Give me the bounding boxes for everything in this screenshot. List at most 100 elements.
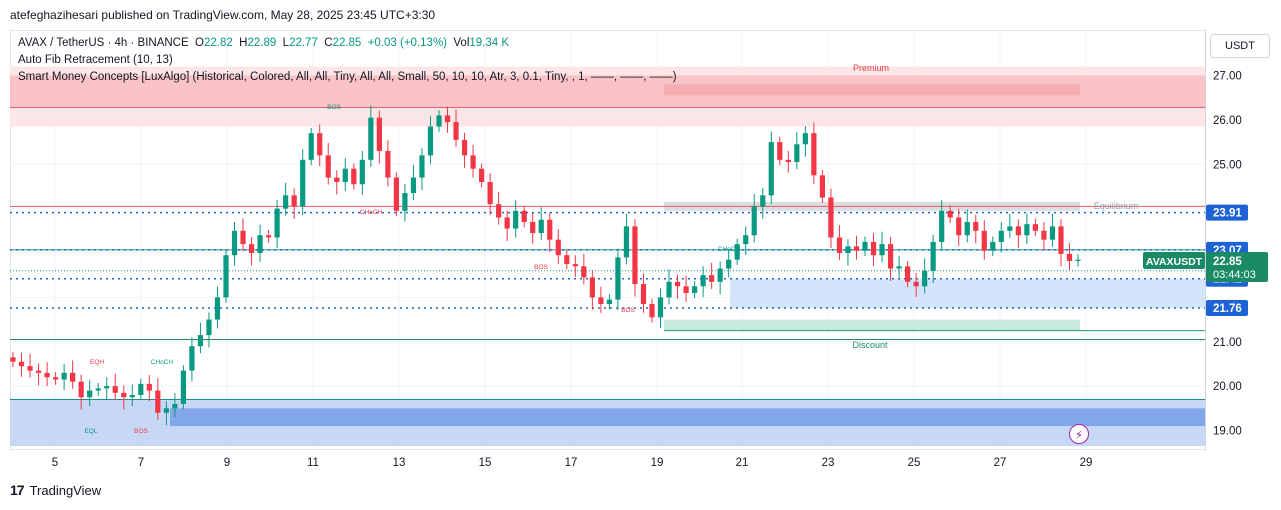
candle-body bbox=[922, 270, 928, 287]
candle-body bbox=[581, 266, 587, 278]
candle-body bbox=[947, 210, 953, 218]
candle-body bbox=[589, 277, 595, 298]
time-tick: 7 bbox=[138, 457, 144, 469]
candle-body bbox=[453, 122, 459, 140]
candle-body bbox=[351, 168, 357, 185]
candle-body bbox=[1032, 224, 1038, 231]
chart-legend: AVAX / TetherUS · 4h · BINANCE O22.82 H2… bbox=[18, 35, 677, 86]
brand-name: TradingView bbox=[29, 482, 102, 498]
tradingview-logo[interactable]: 17 TradingView bbox=[10, 482, 101, 498]
indicator-smc[interactable]: Smart Money Concepts [LuxAlgo] (Historic… bbox=[18, 71, 677, 83]
candle-body bbox=[61, 372, 67, 380]
candle-body bbox=[206, 319, 212, 336]
candle-body bbox=[743, 235, 749, 245]
candle-body bbox=[683, 286, 689, 293]
structure-label: BOS bbox=[534, 264, 548, 271]
candle-body bbox=[811, 133, 817, 176]
symbol-tag-text: AVAXUSDT bbox=[1146, 256, 1203, 268]
ob-mid-zone bbox=[730, 278, 1205, 309]
candle-body bbox=[121, 392, 127, 398]
price-tick: 27.00 bbox=[1213, 71, 1242, 83]
candle-body bbox=[572, 264, 578, 267]
time-tick: 13 bbox=[393, 457, 406, 469]
candle-body bbox=[709, 275, 715, 282]
open-label: O bbox=[195, 37, 204, 49]
candle-body bbox=[1066, 253, 1073, 261]
candle-body bbox=[112, 386, 118, 393]
structure-label: BOS bbox=[134, 428, 148, 435]
candle-body bbox=[53, 377, 59, 380]
structure-label: EQH bbox=[90, 359, 104, 366]
price-tick: 25.00 bbox=[1213, 159, 1242, 171]
candle-body bbox=[717, 268, 723, 282]
candle-body bbox=[274, 208, 280, 238]
candle-body bbox=[674, 281, 681, 287]
candle-body bbox=[1058, 226, 1064, 254]
time-tick: 15 bbox=[479, 457, 492, 469]
candle-body bbox=[87, 390, 93, 398]
candle-body bbox=[692, 286, 698, 293]
candle-body bbox=[862, 241, 868, 251]
candle-body bbox=[981, 230, 987, 251]
publisher-line: atefeghazihesari published on TradingVie… bbox=[10, 8, 436, 22]
candle-body bbox=[180, 370, 186, 404]
structure-label: CHoCH bbox=[718, 246, 741, 253]
ohlc-row: AVAX / TetherUS · 4h · BINANCE O22.82 H2… bbox=[18, 35, 677, 52]
candle-body bbox=[598, 297, 604, 305]
candle-body bbox=[129, 395, 135, 398]
price-axis[interactable] bbox=[1205, 30, 1281, 450]
volume-value: 19.34 K bbox=[469, 37, 510, 49]
chart-frame[interactable] bbox=[10, 30, 1205, 450]
low-label: L bbox=[282, 37, 290, 49]
currency-button[interactable]: USDT bbox=[1210, 34, 1270, 58]
candle-body bbox=[300, 159, 306, 207]
last-price-text: 22.85 bbox=[1213, 256, 1242, 268]
candle-body bbox=[734, 244, 740, 260]
candle-body bbox=[896, 266, 902, 269]
candle-body bbox=[794, 144, 800, 163]
candle-body bbox=[197, 335, 204, 347]
indicator-fib[interactable]: Auto Fib Retracement (10, 13) bbox=[18, 54, 173, 66]
time-tick: 29 bbox=[1080, 457, 1093, 469]
candle-body bbox=[44, 372, 50, 378]
candle-body bbox=[291, 195, 297, 207]
change-value: +0.03 (+0.13%) bbox=[367, 37, 447, 49]
candle-body bbox=[845, 246, 851, 253]
level-tag-text: 23.91 bbox=[1213, 208, 1242, 220]
close-value: 22.85 bbox=[332, 37, 362, 49]
symbol-title[interactable]: AVAX / TetherUS · 4h · BINANCE bbox=[18, 37, 189, 49]
candle-body bbox=[479, 168, 485, 182]
premium-label: Premium bbox=[853, 63, 889, 73]
candle-body bbox=[913, 281, 919, 287]
candle-body bbox=[513, 210, 519, 229]
candle-body bbox=[402, 193, 408, 211]
candle-body bbox=[283, 195, 289, 209]
candle-body bbox=[470, 155, 476, 169]
candle-body bbox=[547, 219, 553, 240]
candle-body bbox=[887, 244, 894, 269]
lightning-icon[interactable]: ⚡ bbox=[1069, 424, 1089, 444]
price-tick: 21.00 bbox=[1213, 337, 1242, 349]
high-value: 22.89 bbox=[247, 37, 277, 49]
candle-body bbox=[27, 366, 33, 371]
candle-body bbox=[368, 117, 374, 160]
candle-body bbox=[248, 244, 255, 253]
open-value: 22.82 bbox=[204, 37, 233, 49]
premium-zone-inner bbox=[664, 84, 1080, 96]
candle-body bbox=[18, 361, 25, 367]
candle-body bbox=[555, 239, 561, 256]
candle-body bbox=[155, 390, 161, 413]
candle-body bbox=[828, 197, 834, 238]
structure-label: EQL bbox=[84, 428, 97, 435]
candle-body bbox=[1007, 226, 1013, 231]
symbol-tag-bg bbox=[1143, 252, 1205, 269]
candle-body bbox=[146, 383, 152, 391]
candle-body bbox=[317, 133, 323, 156]
structure-label: BOS bbox=[327, 104, 341, 111]
candle-body bbox=[998, 230, 1004, 242]
candle-body bbox=[172, 403, 178, 409]
candle-body bbox=[606, 299, 612, 305]
candle-body bbox=[973, 221, 979, 231]
candle-body bbox=[939, 210, 945, 242]
